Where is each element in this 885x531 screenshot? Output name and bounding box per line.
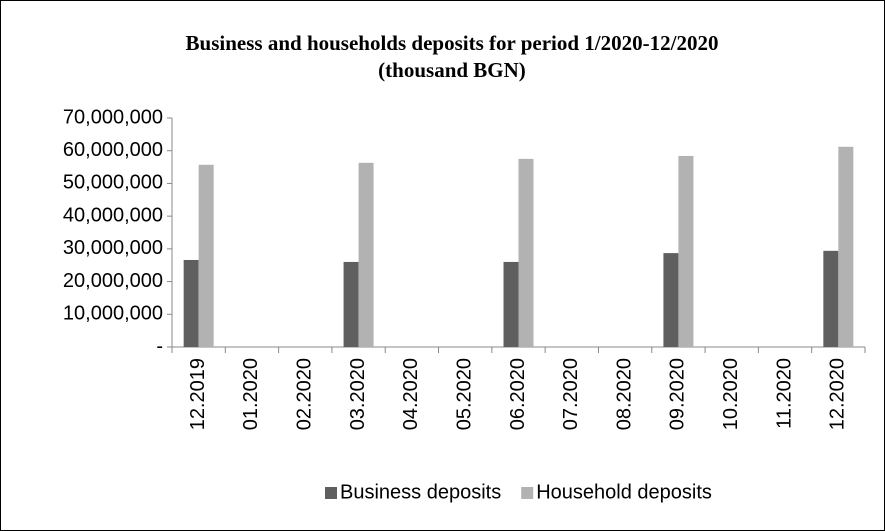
chart-title: Business and households deposits for per… bbox=[186, 31, 719, 55]
x-tick-label: 07.2020 bbox=[560, 358, 582, 430]
bar bbox=[358, 162, 374, 347]
bar bbox=[678, 155, 694, 347]
bar bbox=[198, 164, 214, 347]
y-tick-label: 30,000,000 bbox=[63, 237, 163, 259]
x-tick-label: 10.2020 bbox=[720, 358, 742, 430]
legend-label: Household deposits bbox=[536, 481, 712, 503]
bar bbox=[183, 259, 199, 347]
x-tick-label: 05.2020 bbox=[453, 358, 475, 430]
bar bbox=[838, 146, 854, 347]
bar bbox=[663, 253, 679, 347]
x-tick-label: 02.2020 bbox=[294, 358, 316, 430]
bar bbox=[503, 261, 519, 347]
x-tick-label: 11.2020 bbox=[773, 358, 795, 429]
y-tick-label: 10,000,000 bbox=[63, 303, 163, 325]
x-tick-label: 04.2020 bbox=[400, 358, 422, 430]
x-tick-label: 03.2020 bbox=[347, 358, 369, 430]
bar bbox=[823, 250, 839, 347]
bar bbox=[518, 158, 534, 347]
legend-label: Business deposits bbox=[340, 481, 501, 503]
x-tick-label: 08.2020 bbox=[613, 358, 635, 430]
bar bbox=[343, 261, 359, 347]
y-tick-label: 20,000,000 bbox=[63, 270, 163, 292]
y-tick-label: 60,000,000 bbox=[63, 139, 163, 161]
legend-swatch bbox=[521, 487, 534, 499]
y-tick-label: 40,000,000 bbox=[63, 204, 163, 226]
x-tick-label: 06.2020 bbox=[507, 358, 529, 430]
x-tick-label: 12.2020 bbox=[827, 358, 849, 430]
y-tick-label: 70,000,000 bbox=[63, 106, 163, 128]
y-tick-label: - bbox=[156, 335, 163, 357]
legend-swatch bbox=[325, 487, 337, 499]
chart-subtitle: (thousand BGN) bbox=[378, 58, 526, 82]
x-tick-label: 12.2019 bbox=[187, 358, 209, 430]
x-tick-label: 09.2020 bbox=[667, 358, 689, 430]
y-tick-label: 50,000,000 bbox=[63, 172, 163, 194]
x-tick-label: 01.2020 bbox=[240, 358, 262, 430]
